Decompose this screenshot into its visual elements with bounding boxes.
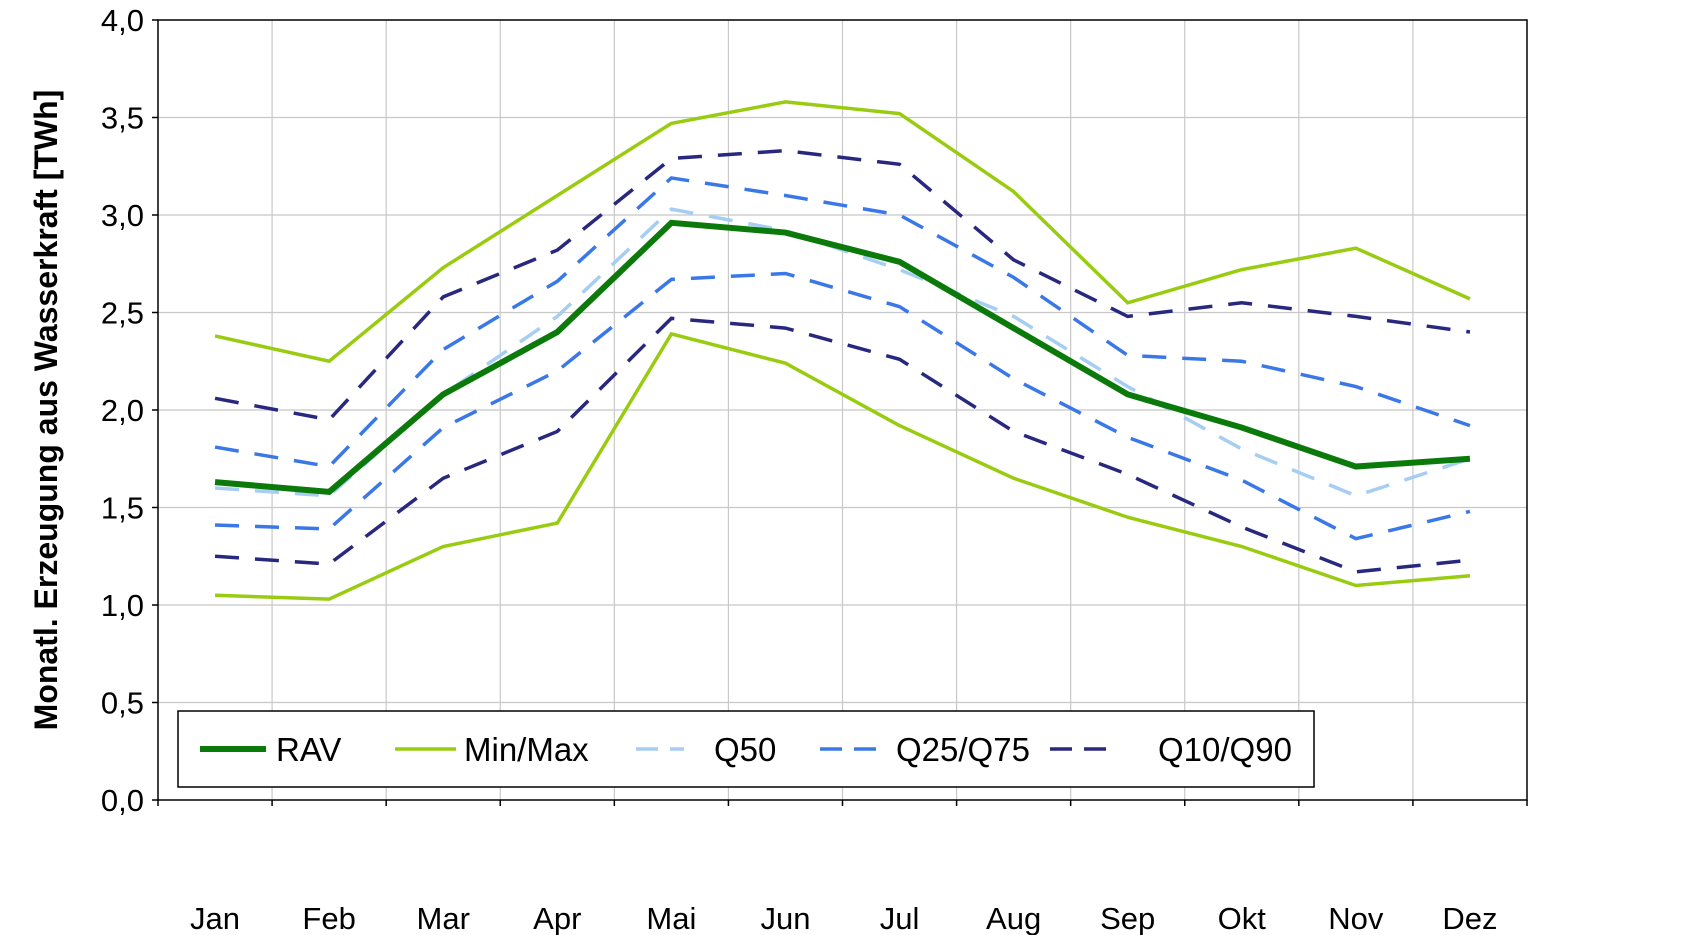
x-tick-label: Jul: [880, 901, 920, 935]
x-tick-label: Aug: [986, 901, 1041, 935]
x-tick-label: Mai: [646, 901, 696, 935]
y-tick-label: 1,5: [101, 491, 144, 526]
y-axis-tick-labels: 0,0 0,5 1,0 1,5 2,0 2,5 3,0 3,5 4,0: [101, 3, 158, 818]
x-tick-label: Mar: [417, 901, 470, 935]
series-line-min-max: [214, 331, 1471, 601]
x-axis-tick-labels: Jan Feb Mar Apr Mai Jun Jul Aug Sep Okt Nov Dez: [157, 800, 1528, 935]
y-tick-label: 2,5: [101, 296, 144, 331]
series-line-q10-q90: [214, 148, 1471, 422]
y-tick-label: 3,0: [101, 198, 144, 233]
y-tick-label: 1,0: [101, 588, 144, 623]
x-tick-label: Feb: [302, 901, 355, 935]
x-tick-label: Nov: [1328, 901, 1384, 935]
legend-label: Q10/Q90: [1158, 731, 1292, 768]
y-axis-label: Monatl. Erzeugung aus Wasserkraft [TWh]: [28, 90, 64, 731]
y-tick-label: 4,0: [101, 3, 144, 38]
legend-label: RAV: [276, 731, 341, 768]
x-tick-label: Dez: [1442, 901, 1497, 935]
x-tick-label: Jan: [190, 901, 240, 935]
series-line-q25-q75: [214, 176, 1471, 469]
x-tick-label: Okt: [1218, 901, 1267, 935]
legend: RAV Min/Max Q50 Q25/Q75 Q10/Q90: [177, 710, 1315, 788]
series-line-min-max: [214, 100, 1471, 364]
series-line-rav: [214, 219, 1471, 495]
legend-label: Min/Max: [464, 731, 589, 768]
y-tick-label: 3,5: [101, 101, 144, 136]
y-tick-label: 2,0: [101, 393, 144, 428]
y-tick-label: 0,0: [101, 783, 144, 818]
y-tick-label: 0,5: [101, 686, 144, 721]
x-tick-label: Apr: [533, 901, 581, 935]
x-tick-label: Sep: [1100, 901, 1155, 935]
legend-box: [177, 710, 1315, 788]
series-lines: [214, 100, 1471, 601]
legend-label: Q25/Q75: [896, 731, 1030, 768]
series-line-q25-q75: [214, 271, 1471, 541]
series-line-q10-q90: [214, 316, 1471, 574]
x-tick-label: Jun: [760, 901, 810, 935]
grid: [158, 20, 1527, 800]
legend-label: Q50: [714, 731, 776, 768]
